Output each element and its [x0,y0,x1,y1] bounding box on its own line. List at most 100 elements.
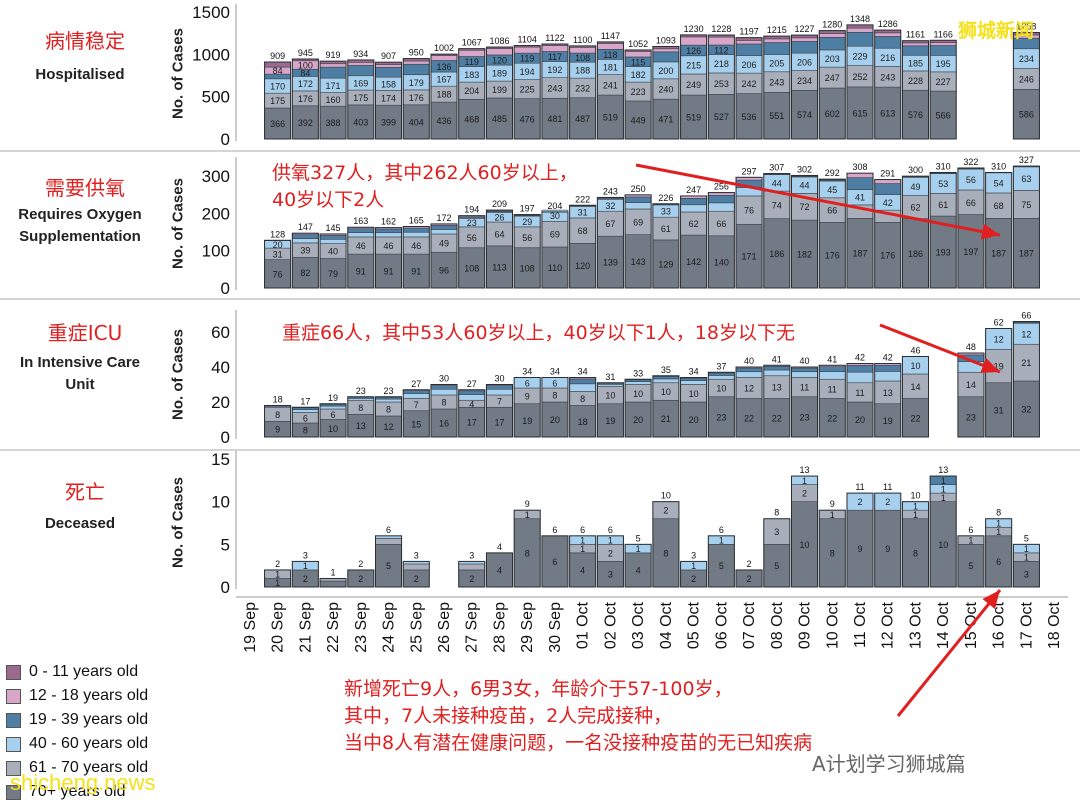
data-label: 113 [492,262,506,272]
legend-label: 40 - 60 years old [29,735,149,752]
bar-outline [541,211,569,289]
data-label: 185 [908,59,923,69]
bar-total-label: 302 [797,164,812,174]
bar-total-label: 18 [273,395,283,405]
bar-outline [596,535,624,588]
bar-outline [901,356,930,438]
bar-outline [430,223,458,289]
data-label: 8 [303,426,308,436]
bar-outline [319,60,347,140]
data-label: 42 [883,198,893,208]
data-label: 9 [275,425,280,435]
bar-segment [929,42,957,46]
data-label: 46 [356,241,366,251]
bar-segment [846,371,874,384]
data-label: 21 [661,414,671,424]
bar-segment [430,388,458,396]
bar-total-label: 194 [464,205,479,215]
x-tick-label: 12 Oct [880,601,897,649]
bar-segment [874,179,902,184]
bar-segment [818,371,846,380]
bar-total-label: 35 [661,365,671,375]
data-label: 136 [436,62,451,72]
bar-segment [541,220,569,248]
data-label: 66 [827,206,837,216]
bar-total-label: 30 [439,374,449,384]
bar-outline [541,377,569,438]
deceased-arrow-head [982,590,1000,610]
bar-total-label: 250 [631,184,646,194]
bar-segment [763,544,791,588]
bar-total-label: 6 [552,525,557,535]
data-label: 186 [769,249,784,259]
legend-swatch [6,664,21,680]
deceased-annotation-line-2: 其中，7人未接种疫苗，2人完成接种， [344,705,673,727]
panel-title-zh-hospitalised: 病情稳定 [45,29,125,53]
bar-outline [846,492,874,588]
panel-title-en-oxygen: Requires Oxygen Supplementation [18,206,142,245]
data-label: 179 [409,78,424,88]
bar-total-label: 8 [774,508,779,518]
y-tick-label: 40 [211,358,230,377]
bar-segment [319,63,347,68]
bar-outline [347,396,375,438]
data-label: 20 [633,415,643,425]
bar-segment [402,227,430,233]
data-label: 53 [938,179,948,189]
data-label: 30 [550,211,560,221]
bar-outline [818,30,846,140]
bar-total-label: 950 [409,48,424,58]
bar-total-label: 1122 [545,33,564,43]
data-label: 19 [883,416,893,426]
data-label: 176 [880,251,895,261]
bar-total-label: 145 [326,223,341,233]
data-label: 2 [691,574,696,584]
data-label: 20 [689,415,699,425]
bar-segment [874,86,902,140]
data-label: 169 [353,78,368,88]
bar-segment [430,225,458,230]
plot-area [236,159,1068,290]
data-label: 10 [800,540,810,550]
data-label: 1 [996,527,1001,537]
watermark-bottom-right: A计划学习狮城篇 [812,752,966,776]
bar-outline [319,577,347,588]
bar-total-label: 907 [381,51,396,61]
data-label: 139 [603,258,618,268]
x-tick-label: 07 Oct [741,601,758,649]
data-label: 13 [883,388,893,398]
bar-total-label: 247 [686,185,701,195]
data-label: 129 [658,259,673,269]
data-label: 8 [552,391,557,401]
data-label: 566 [936,111,951,121]
bar-outline [763,35,791,140]
data-label: 160 [326,95,341,105]
oxygen-annotation-line-1: 供氧327人，其中262人60岁以上， [272,162,578,184]
bar-outline [846,24,874,140]
data-label: 10 [328,424,338,434]
data-label: 229 [852,51,867,61]
data-label: 61 [661,224,671,234]
data-label: 1 [636,544,641,554]
bar-total-label: 327 [1019,155,1034,165]
bar-segment [347,61,375,66]
data-label: 84 [273,66,283,76]
data-label: 436 [436,116,451,126]
bar-outline [485,46,514,140]
data-label: 108 [575,53,590,63]
data-label: 175 [270,96,285,106]
bar-segment [735,40,763,45]
bar-segment [375,232,402,238]
data-label: 3 [774,527,779,537]
y-tick-label: 100 [202,242,230,261]
x-tick-label: 02 Oct [602,601,619,649]
data-label: 8 [386,405,391,415]
y-tick-label: 0 [221,428,230,447]
bar-outline [347,226,375,289]
legend-item: 19 - 39 years old [6,708,148,732]
legend-label: 70+ years old [29,783,126,800]
bar-total-label: 1197 [739,27,758,37]
data-label: 1 [275,578,280,588]
data-label: 403 [353,117,368,127]
data-label: 183 [464,70,479,80]
